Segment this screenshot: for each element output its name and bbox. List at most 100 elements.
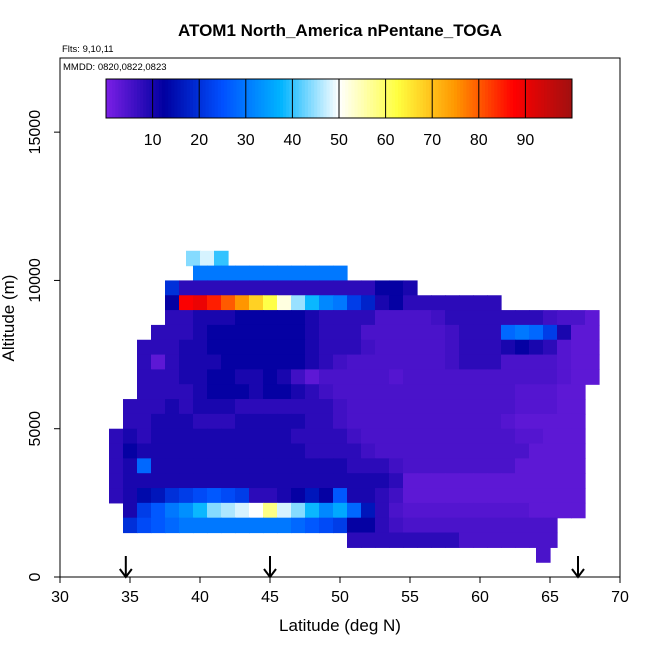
- heatmap-cell: [501, 339, 516, 356]
- heatmap-cell: [333, 488, 348, 504]
- heatmap-cell: [347, 399, 362, 415]
- heatmap-cell: [403, 443, 418, 459]
- heatmap-cell: [515, 428, 530, 445]
- heatmap-cell: [473, 413, 488, 430]
- heatmap-cell: [501, 310, 516, 326]
- heatmap-cell: [277, 280, 292, 296]
- colorbar-segment: [457, 79, 461, 118]
- heatmap-cell: [305, 399, 320, 415]
- heatmap-cell: [277, 458, 292, 474]
- colorbar-segment: [279, 79, 284, 118]
- heatmap-cell: [487, 428, 502, 445]
- heatmap-cell: [473, 488, 488, 504]
- heatmap-cells: [109, 250, 600, 563]
- colorbar-segment: [419, 79, 424, 118]
- heatmap-cell: [333, 324, 348, 341]
- heatmap-cell: [179, 295, 194, 311]
- heatmap-cell: [403, 428, 418, 445]
- x-axis-label: Latitude (deg N): [279, 616, 401, 635]
- heatmap-cell: [403, 384, 418, 400]
- heatmap-cell: [543, 443, 558, 459]
- heatmap-cell: [417, 517, 432, 534]
- heatmap-cell: [305, 428, 320, 445]
- colorbar-segment: [205, 79, 210, 118]
- heatmap-cell: [361, 428, 376, 445]
- heatmap-cell: [263, 354, 278, 370]
- heatmap-cell: [431, 502, 446, 519]
- colorbar-segment: [326, 79, 331, 118]
- heatmap-cell: [193, 369, 208, 385]
- colorbar-segment: [559, 79, 564, 118]
- heatmap-cell: [263, 369, 278, 385]
- heatmap-cell: [417, 488, 432, 504]
- colorbar-segment: [196, 79, 200, 118]
- colorbar-segment: [363, 79, 368, 118]
- heatmap-cell: [137, 369, 152, 385]
- heatmap-cell: [263, 384, 278, 400]
- heatmap-cell: [361, 488, 376, 504]
- heatmap-cell: [571, 428, 586, 445]
- heatmap-cell: [319, 399, 334, 415]
- heatmap-cell: [221, 413, 236, 430]
- heatmap-cell: [529, 339, 544, 356]
- colorbar-segment: [565, 79, 570, 118]
- heatmap-cell: [123, 502, 138, 519]
- heatmap-cell: [333, 280, 348, 296]
- heatmap-cell: [221, 354, 236, 370]
- heatmap-cell: [431, 532, 446, 548]
- colorbar-segment: [537, 79, 542, 118]
- heatmap-cell: [473, 354, 488, 370]
- colorbar-segment: [376, 79, 380, 118]
- heatmap-cell: [263, 517, 278, 534]
- colorbar-segment: [360, 79, 365, 118]
- heatmap-cell: [543, 354, 558, 370]
- x-tick-label: 55: [401, 589, 419, 606]
- heatmap-cell: [557, 502, 572, 519]
- colorbar-segment: [137, 79, 141, 118]
- colorbar-segment: [248, 79, 253, 118]
- y-tick-label: 15000: [27, 110, 44, 155]
- heatmap-cell: [417, 443, 432, 459]
- colorbar-segment: [391, 79, 396, 118]
- colorbar-segment: [366, 79, 371, 118]
- heatmap-cell: [277, 354, 292, 370]
- heatmap-cell: [207, 443, 222, 459]
- heatmap-cell: [347, 354, 362, 370]
- heatmap-cell: [543, 369, 558, 385]
- heatmap-cell: [123, 443, 138, 459]
- heatmap-cell: [179, 354, 194, 370]
- heatmap-cell: [137, 458, 152, 474]
- heatmap-cell: [487, 295, 502, 311]
- heatmap-cell: [515, 488, 530, 504]
- colorbar-segment: [475, 79, 480, 118]
- heatmap-cell: [319, 310, 334, 326]
- colorbar-segment: [127, 79, 132, 118]
- colorbar-segment: [258, 79, 262, 118]
- heatmap-cell: [389, 488, 404, 504]
- heatmap-cell: [179, 458, 194, 474]
- colorbar-segment: [307, 79, 312, 118]
- heatmap-cell: [319, 295, 334, 311]
- heatmap-cell: [445, 532, 460, 548]
- heatmap-cell: [319, 265, 334, 282]
- heatmap-cell: [389, 428, 404, 445]
- heatmap-cell: [151, 458, 166, 474]
- heatmap-cell: [431, 339, 446, 356]
- heatmap-cell: [557, 443, 572, 459]
- colorbar-segment: [121, 79, 126, 118]
- heatmap-cell: [543, 532, 558, 548]
- colorbar-segment: [174, 79, 178, 118]
- heatmap-cell: [277, 339, 292, 356]
- heatmap-cell: [571, 473, 586, 489]
- heatmap-cell: [263, 310, 278, 326]
- heatmap-cell: [473, 502, 488, 519]
- heatmap-cell: [263, 502, 278, 519]
- heatmap-cell: [319, 473, 334, 489]
- heatmap-cell: [361, 324, 376, 341]
- heatmap-cell: [403, 280, 418, 296]
- heatmap-cell: [165, 488, 180, 504]
- heatmap-cell: [403, 354, 418, 370]
- heatmap-cell: [319, 324, 334, 341]
- heatmap-cell: [235, 310, 250, 326]
- heatmap-cell: [207, 428, 222, 445]
